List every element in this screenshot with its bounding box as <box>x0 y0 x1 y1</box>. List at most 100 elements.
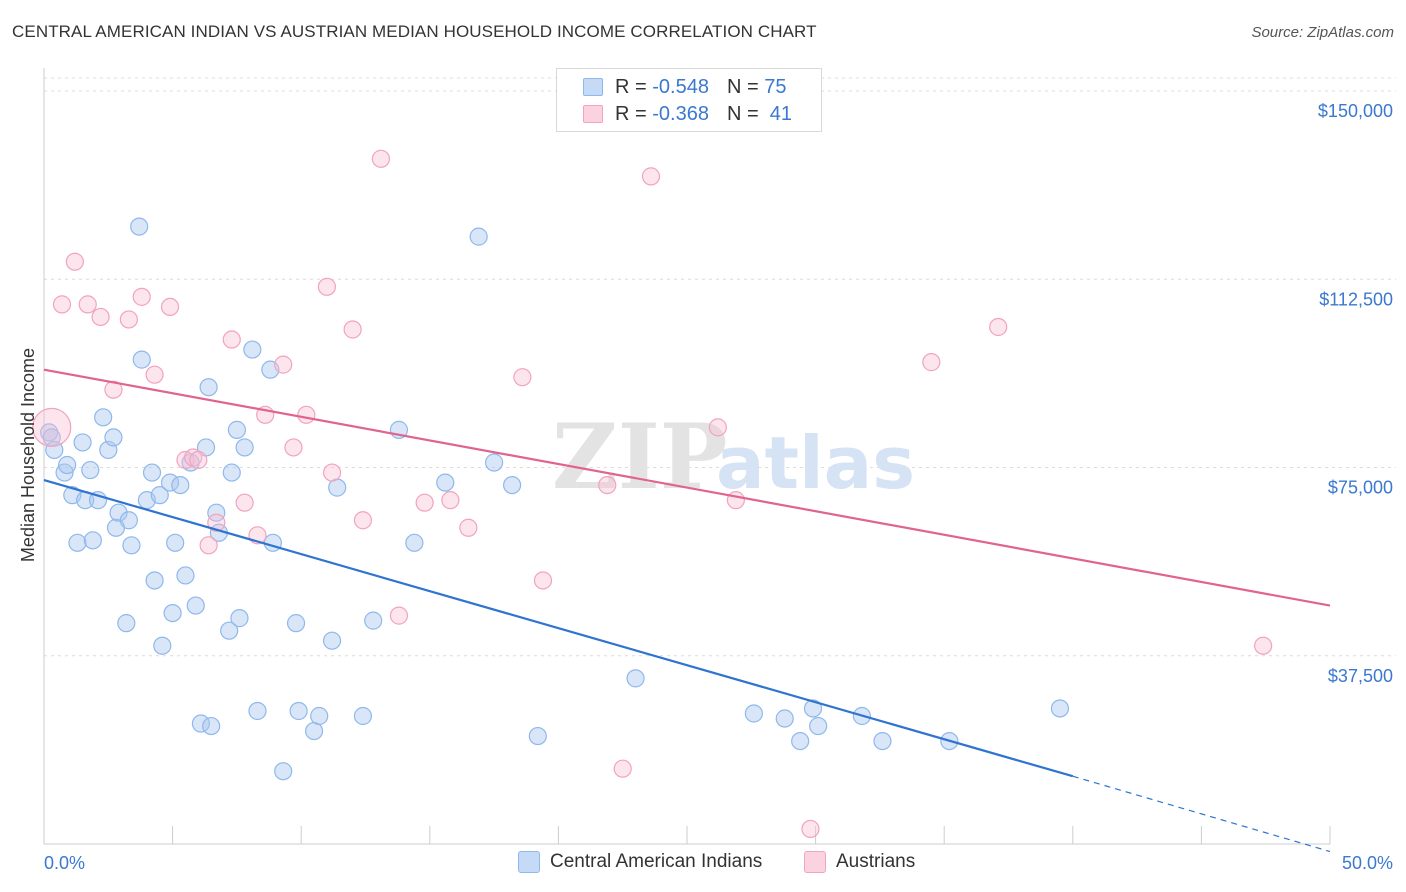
point-central-american-indian <box>775 709 794 728</box>
point-austrian <box>371 149 391 168</box>
legend-n-label: N = <box>726 75 759 98</box>
point-central-american-indian <box>104 428 123 447</box>
watermark-zip: ZIP <box>552 404 727 510</box>
point-central-american-indian <box>220 621 239 640</box>
point-austrian <box>235 493 254 512</box>
point-austrian <box>389 606 409 625</box>
x-tick-label: 0.0% <box>44 853 85 873</box>
point-central-american-indian <box>176 566 195 585</box>
point-central-american-indian <box>744 704 763 723</box>
point-central-american-indian <box>469 227 488 246</box>
series-name: Austrians <box>836 851 916 872</box>
point-austrian <box>441 491 460 510</box>
point-central-american-indian <box>222 463 241 482</box>
point-austrian <box>132 287 151 306</box>
stats-legend: R = -0.548 N = 75 R = -0.368 N = 41 <box>556 68 822 132</box>
point-central-american-indian <box>117 614 136 633</box>
point-central-american-indian <box>186 596 205 615</box>
point-central-american-indian <box>166 533 185 552</box>
point-austrian <box>284 438 303 457</box>
point-austrian <box>145 365 164 384</box>
legend-r-value: -0.368 <box>652 102 709 125</box>
legend-n-value: 41 <box>769 102 793 125</box>
point-central-american-indian <box>528 726 547 746</box>
axes <box>43 68 1331 845</box>
point-central-american-indian <box>142 463 162 482</box>
point-central-american-indian <box>109 503 128 522</box>
point-central-american-indian <box>328 478 347 497</box>
grid-lines <box>44 77 1396 657</box>
point-austrian <box>317 277 337 296</box>
point-austrian <box>708 418 727 437</box>
point-austrian <box>598 475 617 495</box>
point-austrian <box>343 320 362 339</box>
point-austrian <box>989 317 1008 337</box>
point-central-american-indian <box>626 669 645 688</box>
y-tick-label: $75,000 <box>1328 478 1393 498</box>
trend-line-austrians <box>43 368 1331 607</box>
point-austrian <box>91 307 110 327</box>
point-austrian <box>119 310 138 329</box>
point-central-american-indian <box>207 503 226 522</box>
watermark-atlas: atlas <box>716 421 915 505</box>
point-central-american-indian <box>803 699 823 718</box>
point-austrian <box>415 493 434 512</box>
point-central-american-indian <box>353 706 373 726</box>
series-swatch-pink <box>804 851 826 873</box>
legend-swatch-blue <box>583 78 603 96</box>
point-central-american-indian <box>243 340 262 359</box>
point-central-american-indian <box>227 420 246 439</box>
point-austrian <box>104 380 123 399</box>
data-points <box>32 149 1273 839</box>
point-central-american-indian <box>119 511 138 530</box>
point-central-american-indian <box>230 609 249 628</box>
series-swatch-blue <box>518 851 540 873</box>
point-central-american-indian <box>405 533 424 552</box>
tick-labels: $37,500 $75,000 $112,500 $150,000 0.0% 50.0% <box>44 101 1393 873</box>
y-tick-label: $112,500 <box>1319 289 1393 309</box>
point-central-american-indian <box>68 533 87 552</box>
point-austrian <box>801 819 820 839</box>
chart-title: CENTRAL AMERICAN INDIAN VS AUSTRIAN MEDI… <box>12 22 817 41</box>
point-central-american-indian <box>40 423 59 442</box>
legend-r-label: R = <box>615 102 647 125</box>
point-central-american-indian <box>286 614 306 633</box>
trend-line-central-american-indians <box>43 479 1074 778</box>
trend-line-extension <box>1072 775 1331 853</box>
point-central-american-indian <box>436 473 455 492</box>
point-austrian <box>222 330 241 349</box>
series-name: Central American Indians <box>550 851 763 872</box>
point-central-american-indian <box>248 701 267 721</box>
point-central-american-indian <box>274 762 293 781</box>
point-central-american-indian <box>81 460 100 480</box>
point-central-american-indian <box>163 603 182 623</box>
series-legend-austrians: Austrians <box>804 851 915 873</box>
point-austrian <box>160 297 180 317</box>
point-austrian <box>274 355 293 374</box>
point-central-american-indian <box>94 408 113 427</box>
point-austrian <box>922 353 941 372</box>
point-central-american-indian <box>873 731 892 751</box>
trend-lines <box>43 368 1331 853</box>
legend-n-value: 75 <box>764 75 787 98</box>
point-austrian <box>65 252 84 271</box>
source-label: Source: ZipAtlas.com <box>1251 24 1394 41</box>
point-austrian <box>184 448 203 467</box>
point-austrian <box>533 571 553 590</box>
point-austrian <box>513 368 532 387</box>
y-tick-label: $37,500 <box>1328 666 1393 686</box>
stats-legend-row-1: R = -0.548 N = 75 <box>583 74 786 100</box>
point-austrian <box>78 295 97 314</box>
point-central-american-indian <box>150 486 169 505</box>
point-central-american-indian <box>73 433 92 452</box>
stats-legend-row-2: R = -0.368 N = 41 <box>583 101 792 127</box>
point-central-american-indian <box>83 531 102 550</box>
point-central-american-indian <box>171 475 190 495</box>
point-central-american-indian <box>202 716 221 736</box>
point-austrian <box>189 450 208 470</box>
point-austrian <box>207 513 226 532</box>
point-central-american-indian <box>364 611 383 630</box>
point-austrian <box>199 536 218 555</box>
point-central-american-indian <box>132 350 151 369</box>
